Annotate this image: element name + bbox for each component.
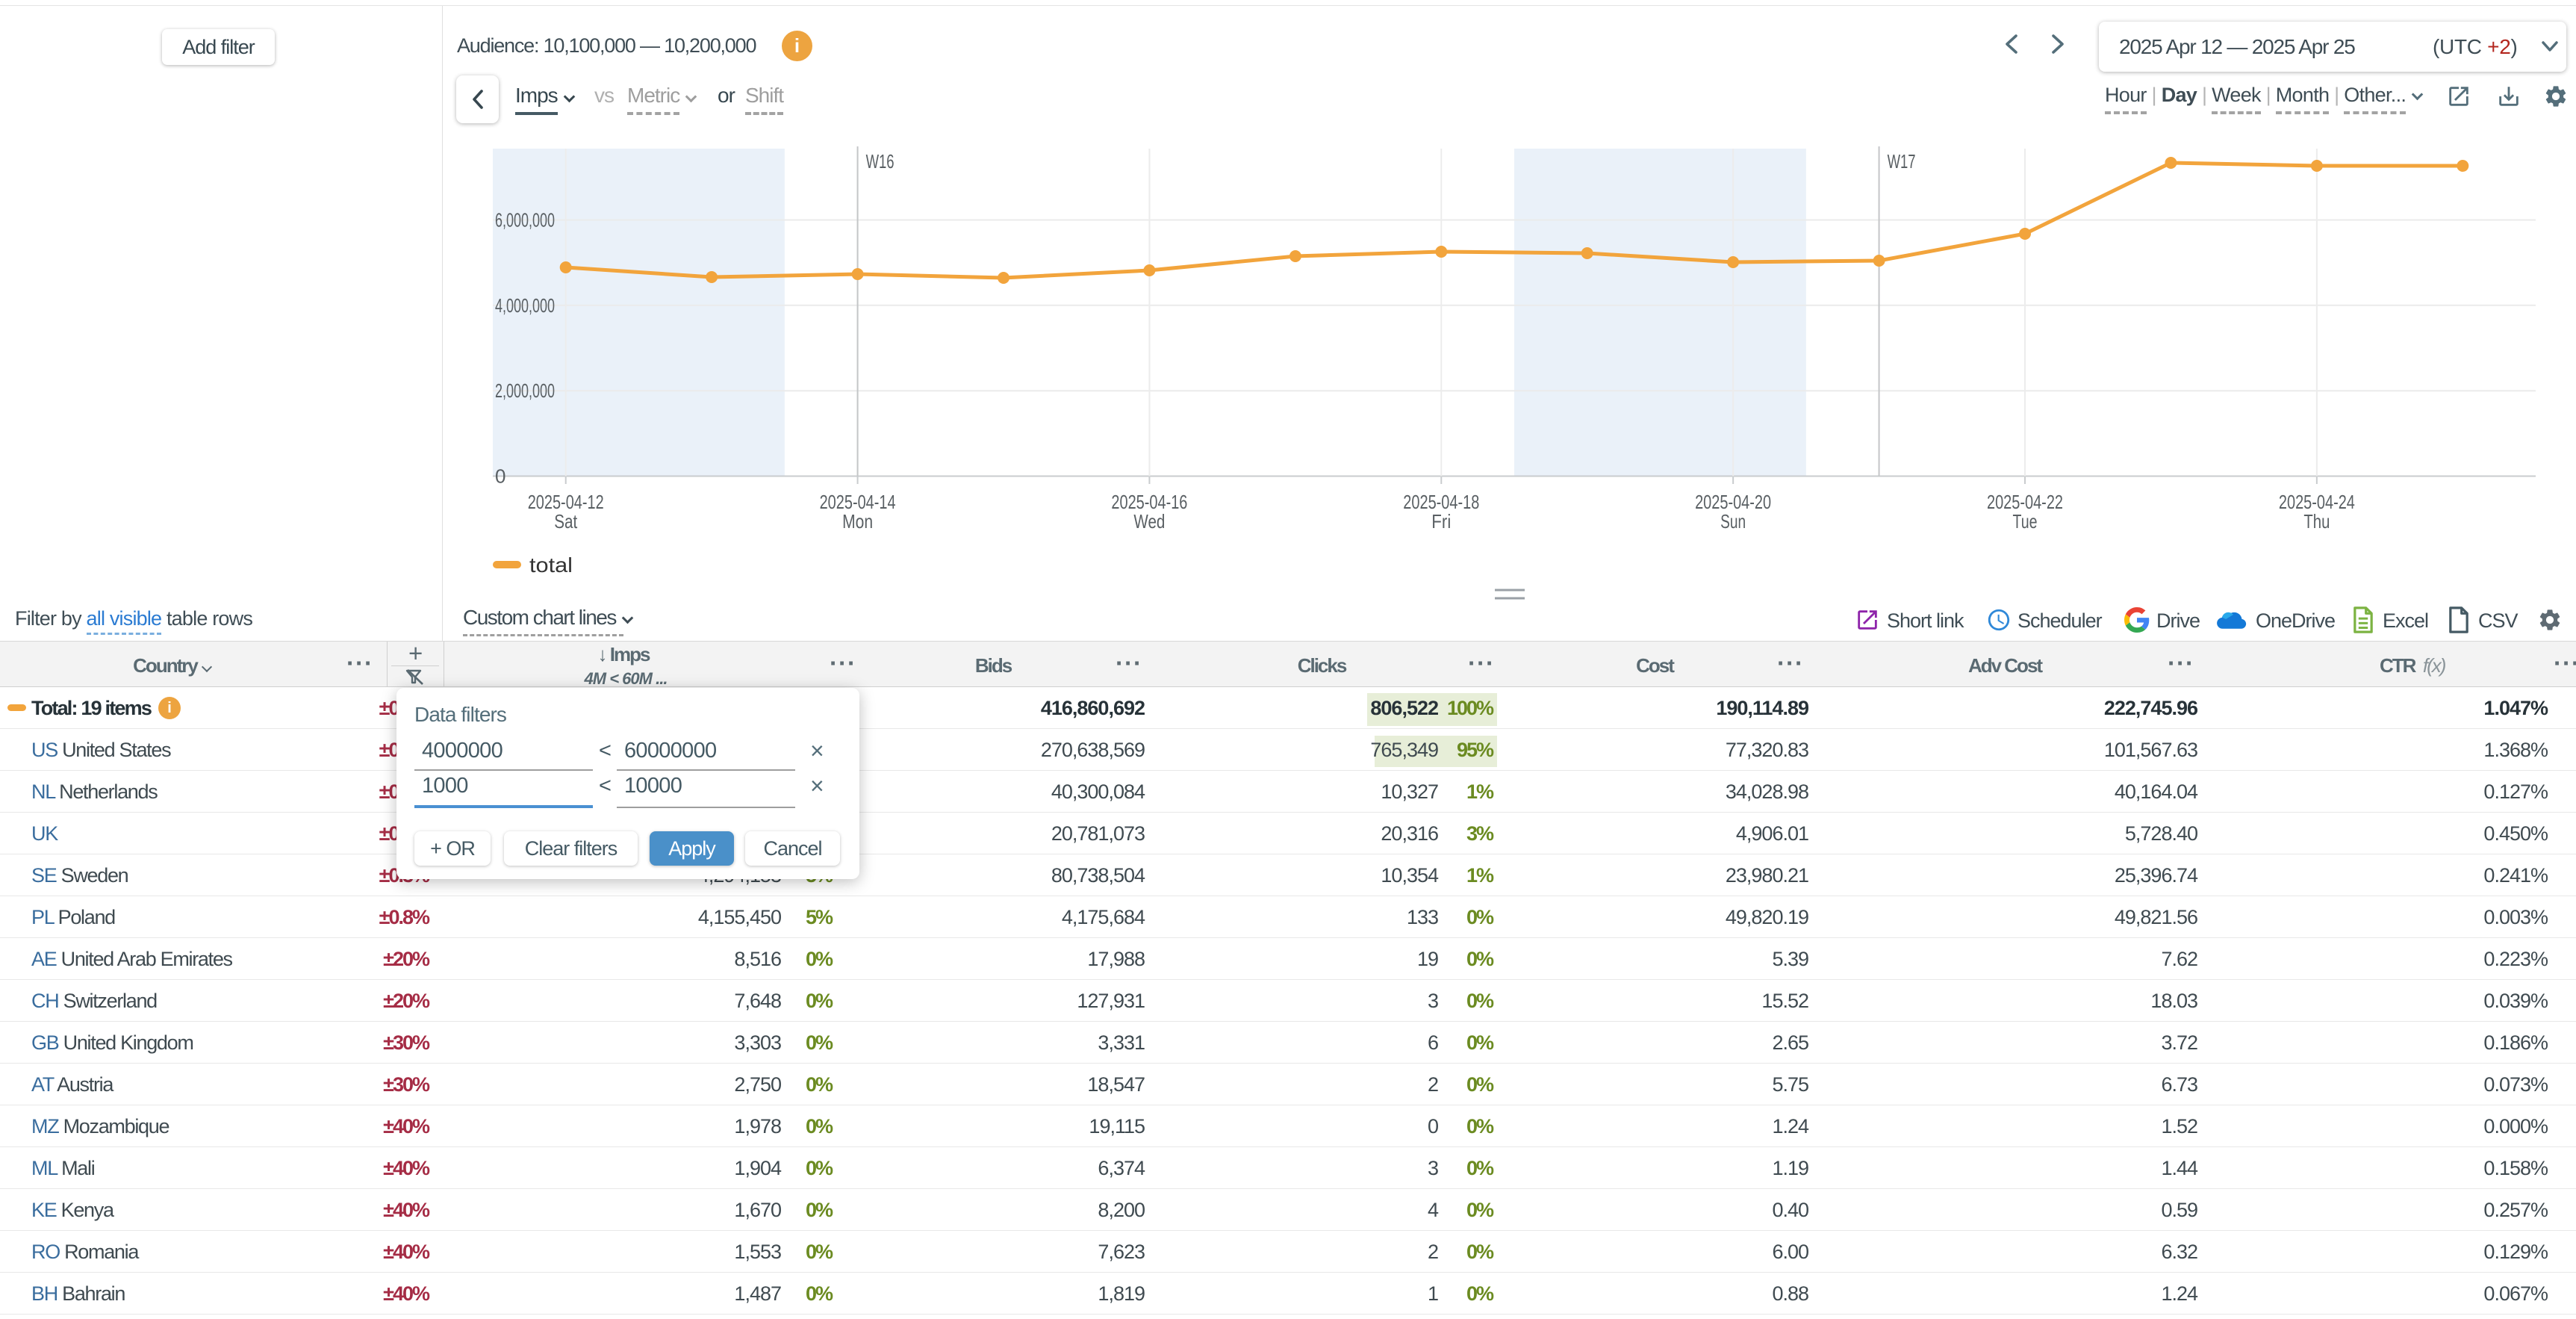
svg-text:Fri: Fri: [1431, 510, 1451, 533]
svg-text:2,000,000: 2,000,000: [495, 379, 555, 402]
svg-text:W17: W17: [1888, 150, 1916, 173]
svg-text:total: total: [529, 553, 573, 577]
svg-text:2025-04-18: 2025-04-18: [1403, 491, 1479, 513]
svg-text:Wed: Wed: [1133, 510, 1165, 533]
svg-text:0: 0: [495, 465, 505, 488]
svg-text:2025-04-16: 2025-04-16: [1111, 491, 1187, 513]
svg-text:2025-04-24: 2025-04-24: [2279, 491, 2355, 513]
svg-text:Tue: Tue: [2013, 510, 2038, 533]
svg-text:Sun: Sun: [1720, 510, 1746, 533]
svg-text:4,000,000: 4,000,000: [495, 294, 555, 317]
svg-text:Mon: Mon: [842, 510, 873, 533]
svg-text:Thu: Thu: [2303, 510, 2330, 533]
svg-text:6,000,000: 6,000,000: [495, 209, 555, 232]
svg-text:2025-04-20: 2025-04-20: [1695, 491, 1771, 513]
svg-text:W16: W16: [866, 150, 895, 173]
svg-text:Sat: Sat: [554, 510, 578, 533]
svg-text:2025-04-12: 2025-04-12: [528, 491, 604, 513]
svg-text:2025-04-14: 2025-04-14: [820, 491, 896, 513]
svg-text:2025-04-22: 2025-04-22: [1987, 491, 2063, 513]
